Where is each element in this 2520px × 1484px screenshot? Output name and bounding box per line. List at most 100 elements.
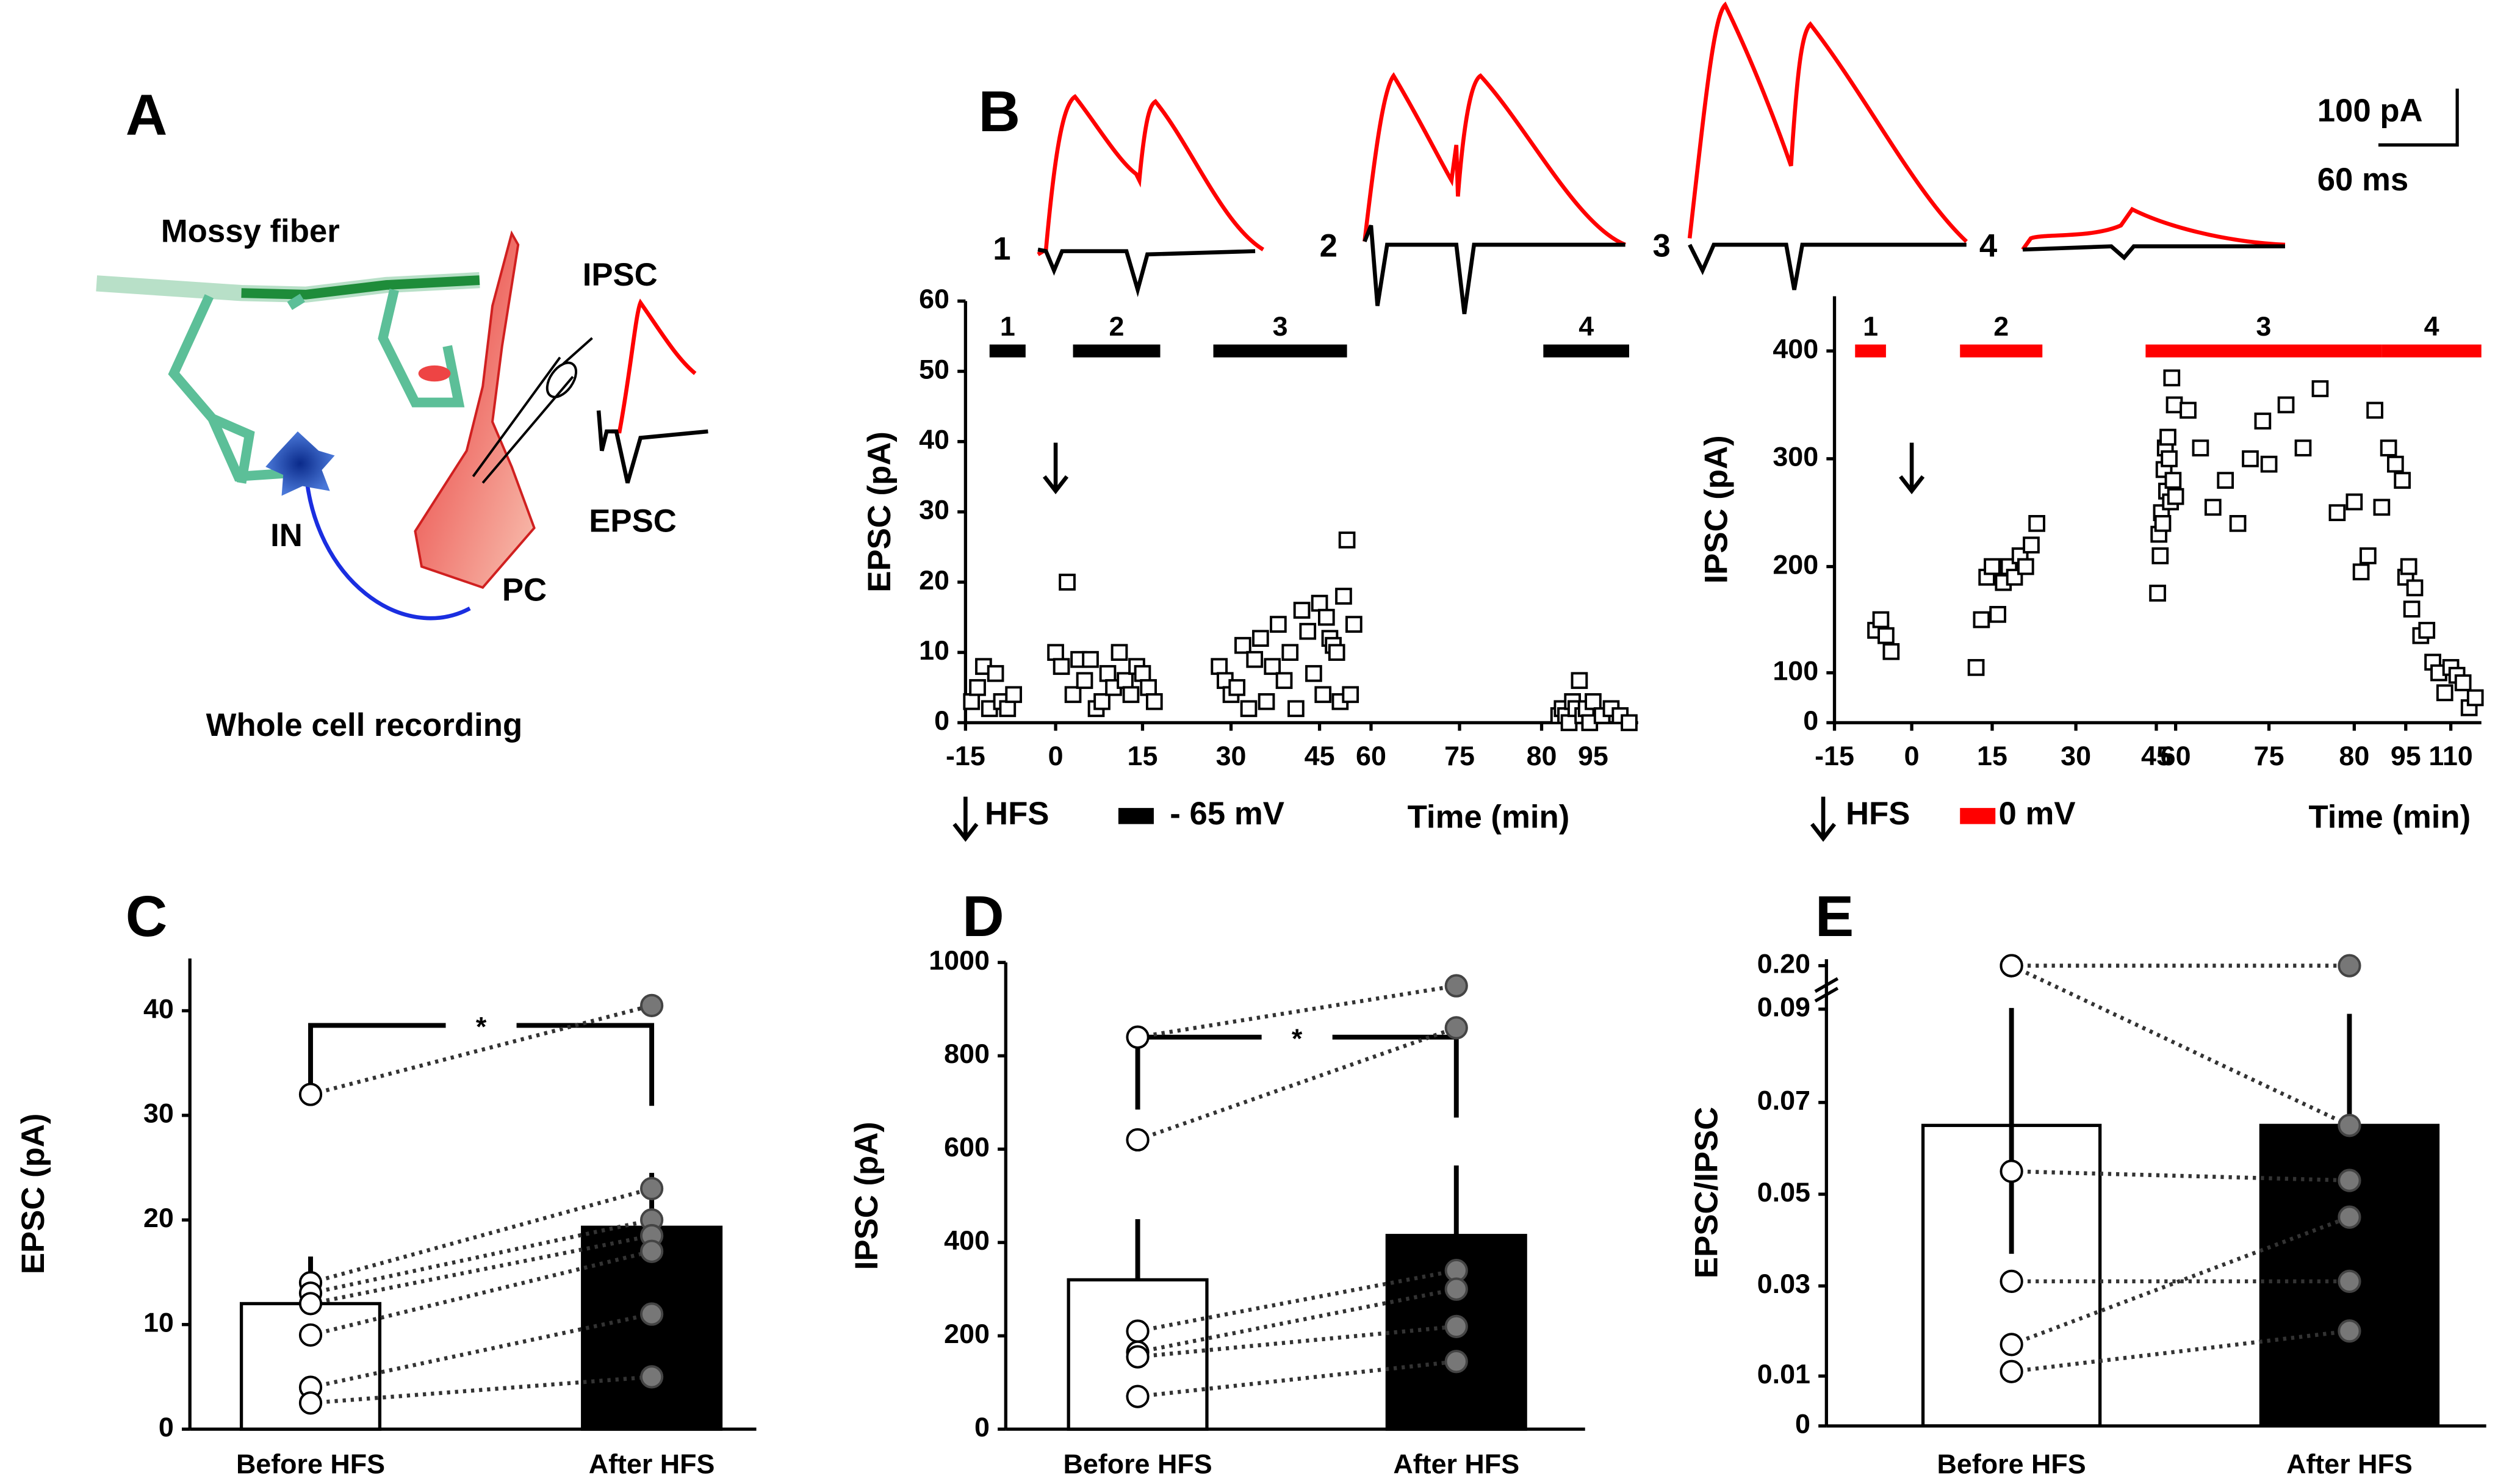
- epsc-trace: [1688, 242, 1967, 290]
- x-tick-label: After HFS: [2286, 1449, 2413, 1480]
- paired-point: [298, 1391, 323, 1415]
- data-point: [1005, 686, 1022, 704]
- paired-point: [639, 1176, 664, 1200]
- data-point: [1211, 658, 1228, 675]
- data-point: [2360, 547, 2377, 564]
- pipette: [472, 337, 593, 484]
- paired-point: [298, 1323, 323, 1347]
- y-tick-label: 0.01: [1757, 1358, 1810, 1389]
- panel-letter: D: [962, 884, 1004, 949]
- y-axis-label: IPSC (pA): [1699, 435, 1735, 583]
- paired-point: [1444, 1277, 1468, 1301]
- data-point: [2400, 558, 2417, 575]
- y-tick-label: 0.07: [1757, 1085, 1810, 1116]
- paired-point: [2000, 1360, 2023, 1383]
- data-point: [1877, 627, 1895, 644]
- data-point: [2254, 412, 2272, 430]
- label: IPSC: [583, 257, 658, 293]
- data-point: [2366, 402, 2383, 419]
- y-tick-label: 0: [159, 1411, 174, 1443]
- data-point: [1258, 693, 1275, 710]
- arrow: [1043, 442, 1069, 494]
- pair-line: [1137, 1268, 1457, 1333]
- panel-letter: E: [1815, 884, 1854, 949]
- data-point: [963, 693, 981, 710]
- data-point: [2403, 600, 2421, 618]
- data-point: [1299, 622, 1317, 640]
- pair-line: [2011, 1328, 2350, 1374]
- mossy-branch: [168, 294, 287, 484]
- data-point: [1872, 611, 1890, 629]
- data-point: [1311, 594, 1328, 612]
- y-tick-label: 0.05: [1757, 1176, 1810, 1208]
- pair-line: [310, 1233, 652, 1306]
- data-point: [2229, 515, 2247, 532]
- data-point: [2242, 450, 2259, 467]
- pair-line: [310, 1218, 652, 1295]
- x-tick-label: 30: [2061, 740, 2091, 771]
- y-tick-label: 30: [143, 1098, 174, 1129]
- traces: B 1 2 3 4 100 pA 60 ms: [978, 1, 2459, 314]
- data-point: [2277, 396, 2295, 414]
- data-point: [2352, 563, 2370, 581]
- panel-letter: B: [978, 79, 1020, 144]
- data-point: [1338, 531, 1356, 549]
- trace-number: 4: [1979, 228, 1998, 264]
- y-tick-label: 10: [919, 635, 949, 666]
- data-point: [2294, 439, 2312, 457]
- ipsc-trace: [1037, 94, 1264, 256]
- x-tick-label: 75: [1444, 740, 1475, 771]
- data-point: [1145, 693, 1163, 710]
- data-point: [1335, 588, 1352, 605]
- x-tick-label: 15: [1128, 740, 1158, 771]
- ipsc-trace: [2021, 206, 2286, 251]
- data-point: [1314, 686, 1332, 704]
- x-tick-label: 0: [1048, 740, 1064, 771]
- period-label: 4: [2424, 311, 2439, 342]
- legend-swatch: [1960, 808, 1996, 824]
- data-point: [1560, 714, 1578, 732]
- period-label: 2: [1993, 311, 2009, 342]
- data-point: [2164, 472, 2182, 489]
- y-tick-label: 0: [974, 1411, 990, 1443]
- data-point: [1047, 644, 1064, 661]
- data-point: [1293, 602, 1311, 619]
- mini-ipsc: [611, 298, 697, 434]
- label: IN: [270, 517, 303, 553]
- x-tick-label: 0: [1904, 740, 1920, 771]
- paired-point: [2000, 1159, 2023, 1183]
- x-tick-label: 95: [1578, 740, 1608, 771]
- data-point: [2154, 515, 2172, 532]
- y-tick-label: 400: [1773, 333, 1818, 364]
- x-tick-label: After HFS: [589, 1449, 715, 1480]
- paired-point: [2000, 954, 2023, 978]
- x-axis-label: Time (min): [1408, 799, 1570, 835]
- mossy-branch: [287, 289, 465, 408]
- data-point: [2380, 439, 2397, 457]
- data-point: [1621, 714, 1638, 732]
- y-tick-label: 0: [1803, 705, 1818, 736]
- x-tick-label: 60: [1356, 740, 1386, 771]
- paired-point: [1444, 1016, 1468, 1040]
- paired-point: [298, 1082, 323, 1106]
- paired-point: [2338, 954, 2361, 978]
- pair-line: [1137, 984, 1457, 1039]
- data-point: [2394, 472, 2411, 489]
- x-axis-label: Time (min): [2309, 799, 2471, 835]
- paired-point: [2338, 1269, 2361, 1294]
- label: Mossy fiber: [161, 214, 340, 250]
- data-point: [2260, 455, 2278, 473]
- label: PC: [502, 572, 547, 608]
- interneuron: [265, 431, 335, 496]
- data-point: [2387, 455, 2404, 473]
- x-tick-label: -15: [946, 740, 985, 771]
- paired-point: [2338, 1205, 2361, 1229]
- x-tick-label: 110: [2428, 740, 2472, 771]
- period-bar: [1855, 344, 1886, 358]
- y-tick-label: 40: [919, 424, 949, 455]
- period-label: 1: [1000, 311, 1015, 342]
- data-point: [1240, 700, 1258, 718]
- pair-line: [2011, 1169, 2350, 1183]
- paired-point: [1126, 1128, 1150, 1152]
